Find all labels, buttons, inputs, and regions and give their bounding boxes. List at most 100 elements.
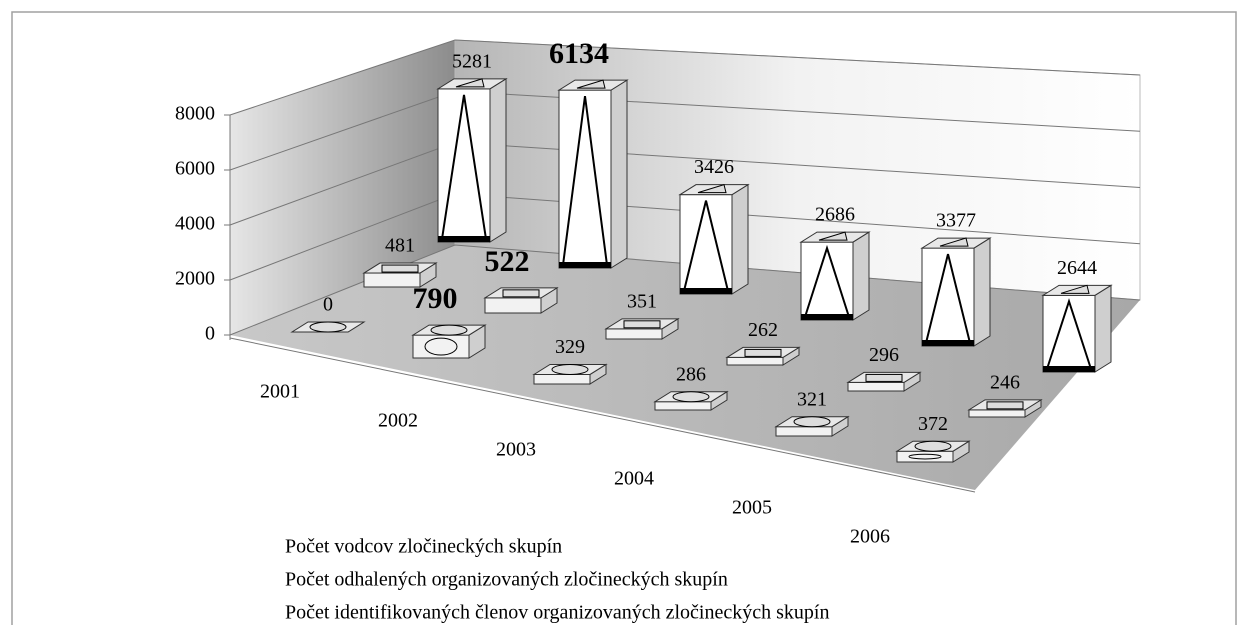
value-label: 2686 <box>815 204 855 226</box>
left-wall <box>230 40 455 335</box>
x-tick-label: 2001 <box>260 381 300 403</box>
value-label: 351 <box>627 290 657 312</box>
bar-group <box>920 237 992 347</box>
value-label: 790 <box>413 282 458 315</box>
bar-deco <box>455 78 485 88</box>
bar-group <box>604 317 680 340</box>
bar-group <box>895 440 971 463</box>
bar <box>847 381 905 392</box>
value-label: 5281 <box>452 50 492 72</box>
bar-group <box>1041 284 1113 373</box>
bar <box>484 297 542 314</box>
bar <box>558 89 612 269</box>
bar <box>968 409 1026 418</box>
bar <box>533 373 591 385</box>
x-tick-label: 2005 <box>732 497 772 519</box>
bar-deco <box>430 324 468 336</box>
bar-group <box>483 286 559 314</box>
bar-group <box>799 231 871 321</box>
x-tick-label: 2004 <box>614 468 654 490</box>
bar-base <box>559 262 611 268</box>
value-label: 296 <box>869 344 899 366</box>
bar-deco <box>683 200 729 292</box>
bar-base <box>922 340 974 346</box>
x-axis <box>229 337 976 493</box>
bar-deco <box>744 348 782 357</box>
y-tick-label: 4000 <box>175 213 215 235</box>
bar-deco <box>914 440 952 452</box>
y-tick-label: 0 <box>205 323 215 345</box>
value-label: 3426 <box>694 156 734 178</box>
bar-deco <box>672 391 710 403</box>
bar <box>775 426 833 437</box>
bar <box>654 401 712 411</box>
value-label: 262 <box>748 319 778 341</box>
x-tick-label: 2002 <box>378 410 418 432</box>
bar <box>679 194 733 295</box>
bar <box>800 241 854 321</box>
value-label: 329 <box>555 336 585 358</box>
bar <box>726 356 784 366</box>
bar-deco <box>424 337 458 356</box>
value-label: 321 <box>797 388 827 410</box>
bar-base <box>1043 366 1095 372</box>
bar-deco <box>1060 284 1090 294</box>
floor <box>230 245 1140 490</box>
legend-label: Počet identifikovaných členov organizova… <box>285 602 829 624</box>
bar <box>896 450 954 463</box>
bar-deco <box>1046 298 1092 370</box>
bar-deco <box>576 79 606 89</box>
x-tick-label: 2003 <box>496 439 536 461</box>
bar-group <box>967 398 1043 418</box>
bar-deco <box>381 264 419 273</box>
bar-deco <box>804 244 850 318</box>
bar <box>437 88 491 243</box>
bar-deco <box>502 289 540 298</box>
grid-line <box>229 244 1141 336</box>
bar-deco <box>865 373 903 382</box>
bar-deco <box>925 253 971 344</box>
bar-side <box>489 77 507 243</box>
bar-deco <box>793 416 831 428</box>
bar <box>921 247 975 347</box>
y-tick-label: 8000 <box>175 103 215 125</box>
value-label: 0 <box>323 294 333 316</box>
bar-side <box>852 231 870 321</box>
value-label: 522 <box>485 245 530 278</box>
bar-side <box>610 79 628 269</box>
bar-deco <box>623 320 661 329</box>
bar-deco <box>908 453 942 460</box>
bar-base <box>801 314 853 320</box>
bar-group <box>411 324 487 359</box>
bar-side <box>1094 284 1112 373</box>
bar-group <box>846 371 922 392</box>
value-label: 481 <box>385 235 415 257</box>
bar-group <box>557 79 629 269</box>
bar-group <box>653 390 729 411</box>
grid-line <box>229 39 1141 116</box>
bar-deco <box>986 401 1024 410</box>
bar-group <box>725 346 801 366</box>
bar-base <box>680 288 732 294</box>
bar-deco <box>551 363 589 375</box>
bar-side <box>973 237 991 347</box>
value-label: 286 <box>676 363 706 385</box>
x-tick-label: 2006 <box>850 526 890 548</box>
value-label: 2644 <box>1057 257 1097 279</box>
value-label: 372 <box>918 413 948 435</box>
bar-deco <box>562 95 608 266</box>
legend-label: Počet vodcov zločineckých skupín <box>285 536 562 558</box>
value-label: 6134 <box>549 37 609 70</box>
bar-group <box>290 321 366 333</box>
bar-deco <box>697 184 727 194</box>
bar-deco <box>939 237 969 247</box>
y-tick-label: 6000 <box>175 158 215 180</box>
bar <box>1042 294 1096 373</box>
value-label: 3377 <box>936 210 976 232</box>
bar-group <box>532 363 608 385</box>
y-tick-label: 2000 <box>175 268 215 290</box>
bar-deco <box>309 321 347 333</box>
bar-deco <box>441 94 487 240</box>
bar-group <box>678 183 750 295</box>
